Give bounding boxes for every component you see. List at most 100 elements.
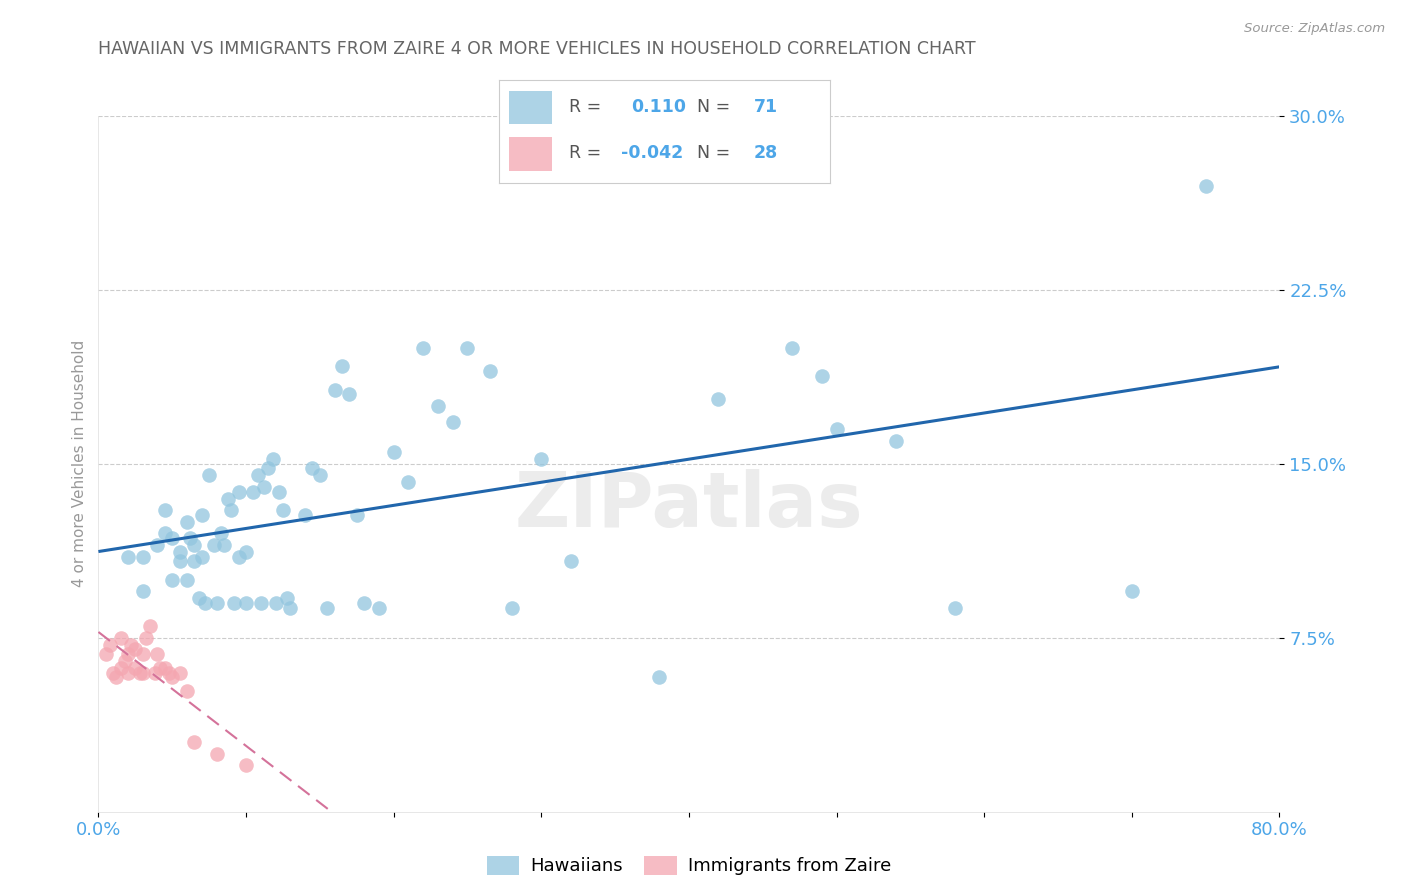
Point — [309, 468, 332, 483]
Point — [135, 631, 157, 645]
Point — [176, 684, 198, 698]
Point — [205, 747, 228, 761]
Point — [117, 665, 139, 680]
Point — [501, 600, 523, 615]
Point — [825, 422, 848, 436]
Point — [271, 503, 294, 517]
Point — [323, 383, 346, 397]
Point — [146, 538, 169, 552]
Point — [176, 573, 198, 587]
Point — [132, 584, 155, 599]
Point — [1195, 178, 1218, 193]
Text: R =: R = — [568, 98, 600, 116]
Text: N =: N = — [697, 98, 731, 116]
Point — [157, 665, 180, 680]
Point — [301, 461, 323, 475]
Point — [187, 591, 209, 606]
Point — [782, 341, 804, 355]
Point — [560, 554, 582, 568]
Point — [382, 445, 405, 459]
Text: ZIPatlas: ZIPatlas — [515, 468, 863, 542]
Point — [105, 670, 128, 684]
Point — [98, 638, 121, 652]
Point — [124, 661, 146, 675]
Point — [139, 619, 162, 633]
FancyBboxPatch shape — [509, 136, 553, 170]
Point — [478, 364, 501, 378]
Point — [228, 484, 250, 499]
Point — [191, 508, 214, 522]
Point — [810, 368, 832, 383]
Point — [146, 647, 169, 661]
Point — [153, 526, 176, 541]
Point — [278, 600, 302, 615]
Point — [162, 670, 183, 684]
Point — [346, 508, 368, 522]
Point — [250, 596, 273, 610]
Point — [94, 647, 117, 661]
Point — [124, 642, 146, 657]
Point — [884, 434, 907, 448]
Point — [228, 549, 250, 564]
Point — [246, 468, 269, 483]
Point — [217, 491, 239, 506]
Point — [209, 526, 232, 541]
Point — [120, 638, 142, 652]
Point — [441, 415, 464, 429]
Point — [267, 484, 290, 499]
Point — [212, 538, 235, 552]
Point — [943, 600, 966, 615]
Point — [412, 341, 434, 355]
Point — [132, 665, 155, 680]
Point — [253, 480, 276, 494]
Text: 28: 28 — [754, 145, 778, 162]
Text: Source: ZipAtlas.com: Source: ZipAtlas.com — [1244, 22, 1385, 36]
Point — [316, 600, 339, 615]
Point — [276, 591, 298, 606]
Point — [110, 661, 132, 675]
Text: R =: R = — [568, 145, 600, 162]
Point — [162, 573, 183, 587]
Point — [117, 549, 139, 564]
Point — [337, 387, 360, 401]
Point — [110, 631, 132, 645]
Point — [183, 538, 205, 552]
Point — [128, 665, 150, 680]
Point — [143, 665, 166, 680]
Point — [1121, 584, 1143, 599]
Point — [262, 452, 284, 467]
Point — [456, 341, 478, 355]
Y-axis label: 4 or more Vehicles in Household: 4 or more Vehicles in Household — [72, 340, 87, 588]
Point — [183, 554, 205, 568]
Point — [224, 596, 246, 610]
Point — [330, 359, 353, 374]
Point — [162, 531, 183, 545]
Point — [396, 475, 419, 490]
Text: 0.110: 0.110 — [631, 98, 686, 116]
Point — [169, 545, 191, 559]
Point — [183, 735, 205, 749]
Point — [132, 647, 155, 661]
Point — [235, 596, 257, 610]
Point — [257, 461, 280, 475]
Point — [353, 596, 375, 610]
Point — [179, 531, 201, 545]
Point — [427, 399, 450, 413]
Point — [368, 600, 391, 615]
Legend: Hawaiians, Immigrants from Zaire: Hawaiians, Immigrants from Zaire — [479, 849, 898, 883]
Point — [194, 596, 217, 610]
Text: HAWAIIAN VS IMMIGRANTS FROM ZAIRE 4 OR MORE VEHICLES IN HOUSEHOLD CORRELATION CH: HAWAIIAN VS IMMIGRANTS FROM ZAIRE 4 OR M… — [98, 40, 976, 58]
Point — [235, 758, 257, 772]
Text: 71: 71 — [754, 98, 778, 116]
Point — [176, 515, 198, 529]
Point — [648, 670, 671, 684]
Point — [205, 596, 228, 610]
Point — [169, 665, 191, 680]
Point — [169, 554, 191, 568]
Point — [242, 484, 264, 499]
Point — [153, 503, 176, 517]
Point — [114, 654, 136, 668]
Point — [264, 596, 287, 610]
Point — [294, 508, 316, 522]
Point — [235, 545, 257, 559]
